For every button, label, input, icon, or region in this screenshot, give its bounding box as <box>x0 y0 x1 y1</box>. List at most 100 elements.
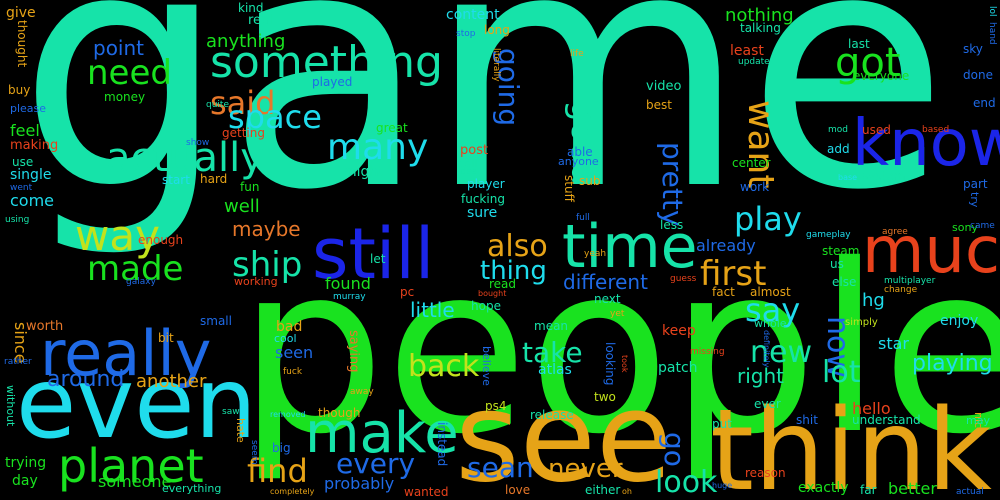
word-new: new <box>750 335 813 370</box>
word-never: never <box>548 454 623 484</box>
word-missing: missing <box>690 347 725 357</box>
word-first: first <box>700 254 767 294</box>
word-back: back <box>408 349 480 384</box>
word-video: video <box>646 79 682 94</box>
word-removed: removed <box>270 410 306 419</box>
word-bit: bit <box>158 331 174 345</box>
word-part: part <box>963 177 988 191</box>
word-change: change <box>884 285 918 295</box>
word-talking: talking <box>740 21 781 35</box>
word-well: well <box>224 196 260 217</box>
word-real: real <box>248 13 273 28</box>
word-try: try <box>968 192 981 208</box>
word-hand: hand <box>987 22 997 45</box>
word-life: life <box>570 49 584 59</box>
word-give: give <box>6 5 36 21</box>
word-away: away <box>350 387 374 397</box>
word-quite: quite <box>206 100 229 110</box>
word-another: another <box>136 371 207 392</box>
word-us: us <box>830 257 844 271</box>
word-sony: sony <box>952 221 978 234</box>
word-exactly: exactly <box>798 480 849 496</box>
word-got: got <box>835 40 901 86</box>
word-literally: literally <box>491 48 501 82</box>
word-mean: mean <box>534 319 569 333</box>
word-said: said <box>210 84 276 122</box>
word-last: last <box>848 37 870 51</box>
word-people: people <box>238 215 1000 485</box>
word-thought: thought <box>15 20 29 68</box>
word-think: think <box>710 386 992 500</box>
word-fucking: fucking <box>461 192 505 206</box>
word-done: done <box>963 68 993 82</box>
word-lot: lot <box>822 355 861 390</box>
word-still: still <box>312 213 435 295</box>
word-also: also <box>487 229 548 264</box>
word-many: many <box>327 127 429 168</box>
word-murray: murray <box>333 292 366 302</box>
word-anything: anything <box>206 31 286 52</box>
word-far: far <box>860 483 877 497</box>
word-tell: tell <box>460 157 478 170</box>
word-great: great <box>376 121 408 135</box>
word-go: go <box>658 432 691 467</box>
word-hello: hello <box>852 399 891 418</box>
word-seen: seen <box>275 343 314 362</box>
word-let: let <box>370 252 386 266</box>
word-every: every <box>336 447 416 480</box>
word-multiplayer: multiplayer <box>884 276 936 286</box>
word-hate: hate <box>234 418 247 443</box>
word-next: next <box>594 292 621 306</box>
word-might: might <box>343 164 384 180</box>
word-ps4: ps4 <box>485 399 507 413</box>
word-actual: actual <box>956 487 984 497</box>
word-look: look <box>655 465 718 500</box>
word-mod: mod <box>828 125 848 135</box>
word-pc: pc <box>400 285 415 299</box>
word-sky: sky <box>963 42 983 56</box>
word-ever: ever <box>754 397 781 411</box>
word-bought: bought <box>478 289 507 298</box>
word-money: money <box>104 90 146 104</box>
word-good: good <box>563 100 603 185</box>
word-completely: completely <box>270 487 315 496</box>
word-day: day <box>12 473 38 489</box>
word-based: based <box>922 125 950 135</box>
word-used: used <box>862 123 891 137</box>
word-please: please <box>10 102 47 115</box>
word-small: small <box>200 314 232 328</box>
word-may: may <box>966 414 990 427</box>
word-atlas: atlas <box>538 362 572 378</box>
word-see: see <box>455 366 673 500</box>
word-least: least <box>730 43 764 59</box>
word-definitely: definitely <box>762 330 771 368</box>
word-getting: getting <box>222 126 265 140</box>
word-anyone: anyone <box>558 155 599 168</box>
word-planet: planet <box>58 439 204 493</box>
word-played: played <box>312 75 353 89</box>
word-agree: agree <box>882 227 908 237</box>
word-star: star <box>878 334 909 353</box>
word-oh: oh <box>622 487 632 496</box>
word-saying: saying <box>346 330 361 373</box>
word-post: post <box>460 143 489 158</box>
word-better: better <box>888 479 937 498</box>
word-space: space <box>228 98 322 136</box>
word-someone: someone <box>98 472 172 491</box>
word-cool: cool <box>274 332 297 345</box>
word-almost: almost <box>750 285 791 299</box>
word-playing: playing <box>912 351 993 376</box>
word-best: best <box>646 98 672 112</box>
word-enjoy: enjoy <box>940 313 979 329</box>
word-instead: instead <box>435 422 449 467</box>
word-sub: sub <box>579 174 601 188</box>
word-put: put <box>712 417 732 431</box>
word-shit: shit <box>796 413 818 427</box>
word-lol: lol <box>987 6 997 17</box>
word-idea: idea <box>458 167 478 177</box>
word-maybe: maybe <box>232 217 301 241</box>
word-way: way <box>75 211 160 260</box>
word-guess: guess <box>670 274 697 284</box>
word-full: full <box>576 213 590 223</box>
